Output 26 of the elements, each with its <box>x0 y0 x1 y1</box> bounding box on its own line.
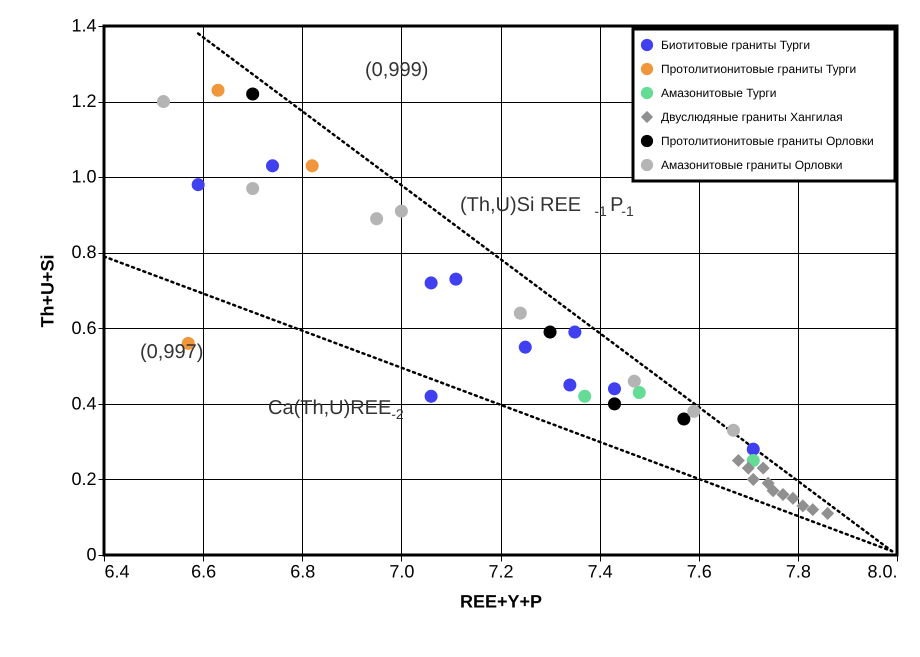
legend-label: Амазонитовые Турги <box>661 86 776 100</box>
x-tick-label: 7.2 <box>488 562 514 582</box>
legend-label: Амазонитовые граниты Орловки <box>661 158 842 172</box>
x-tick-label: 8.0. <box>867 562 898 582</box>
y-axis-title: Th+U+Si <box>37 254 58 328</box>
x-tick-label: 6.8 <box>290 562 316 582</box>
x-axis-title: REE+Y+P <box>460 592 542 612</box>
y-tick-label: 1.0 <box>71 166 96 187</box>
x-tick-label: 6.4 <box>104 562 130 582</box>
y-tick-label: 0.8 <box>71 242 96 262</box>
annotation: (0,997) <box>140 341 204 363</box>
x-tick-label: 7.4 <box>588 562 613 582</box>
y-tick-label: 0.6 <box>71 318 96 338</box>
y-tick-label: 0.4 <box>71 393 96 414</box>
legend-label: Биотитовые граниты Турги <box>661 38 810 52</box>
legend-label: Двуслюдяные граниты Хангилая <box>661 110 843 124</box>
legend-label: Протолитионитовые граниты Орловки <box>661 134 874 148</box>
x-tick-label: 6.6 <box>191 562 216 582</box>
legend-label: Протолитионитовые граниты Турги <box>661 62 856 76</box>
x-tick-label: 7.0 <box>389 562 414 582</box>
y-tick-label: 1.2 <box>71 91 96 112</box>
x-tick-label: 7.8 <box>786 562 811 582</box>
y-tick-label: 0.2 <box>71 468 96 489</box>
x-tick-label: 7.6 <box>686 562 712 582</box>
y-tick-label: 1.4 <box>71 16 96 36</box>
y-tick-label: 0 <box>86 544 96 564</box>
